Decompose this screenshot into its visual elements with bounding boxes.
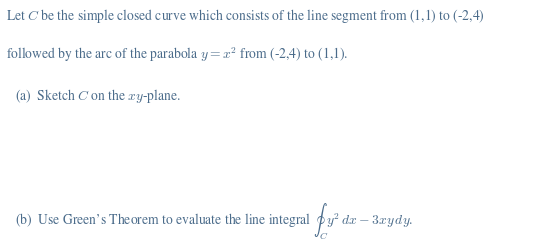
Text: (a)  Sketch $C$ on the $xy$-plane.: (a) Sketch $C$ on the $xy$-plane. — [15, 87, 181, 105]
Text: (b)  Use Green’s Theorem to evaluate the line integral $\oint_C y^2\,dx - 3xy\,d: (b) Use Green’s Theorem to evaluate the … — [15, 201, 414, 242]
Text: Let $C$ be the simple closed curve which consists of the line segment from (1,1): Let $C$ be the simple closed curve which… — [6, 7, 484, 25]
Text: followed by the arc of the parabola $y = x^2$ from (-2,4) to (1,1).: followed by the arc of the parabola $y =… — [6, 45, 348, 64]
